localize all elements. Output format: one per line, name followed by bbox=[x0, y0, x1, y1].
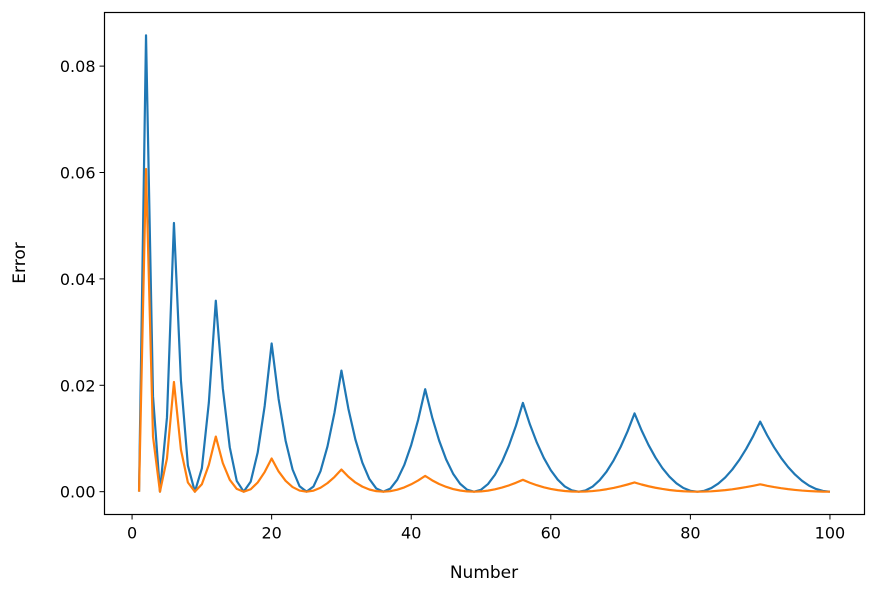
y-tick-label: 0.08 bbox=[60, 57, 96, 76]
x-tick-label: 20 bbox=[261, 524, 281, 543]
x-tick-label: 40 bbox=[401, 524, 421, 543]
series-line-absolute-error bbox=[137, 34, 831, 493]
y-axis: 0.00 0.02 0.04 0.06 0.08 bbox=[60, 57, 105, 502]
y-tick-label: 0.04 bbox=[60, 270, 96, 289]
y-tick-label: 0.00 bbox=[60, 483, 96, 502]
x-tick-label: 60 bbox=[541, 524, 561, 543]
y-tick-label: 0.02 bbox=[60, 376, 96, 395]
y-tick-label: 0.06 bbox=[60, 164, 96, 183]
x-axis-label: Number bbox=[450, 563, 518, 583]
x-tick-label: 100 bbox=[815, 524, 846, 543]
x-axis: 0 20 40 60 80 100 bbox=[127, 514, 846, 543]
y-axis-label: Error bbox=[10, 242, 30, 283]
axes-frame bbox=[103, 11, 866, 516]
x-tick-label: 80 bbox=[680, 524, 700, 543]
series-line-relative-error bbox=[137, 167, 830, 493]
x-tick-label: 0 bbox=[127, 524, 137, 543]
series-layer bbox=[137, 34, 831, 493]
